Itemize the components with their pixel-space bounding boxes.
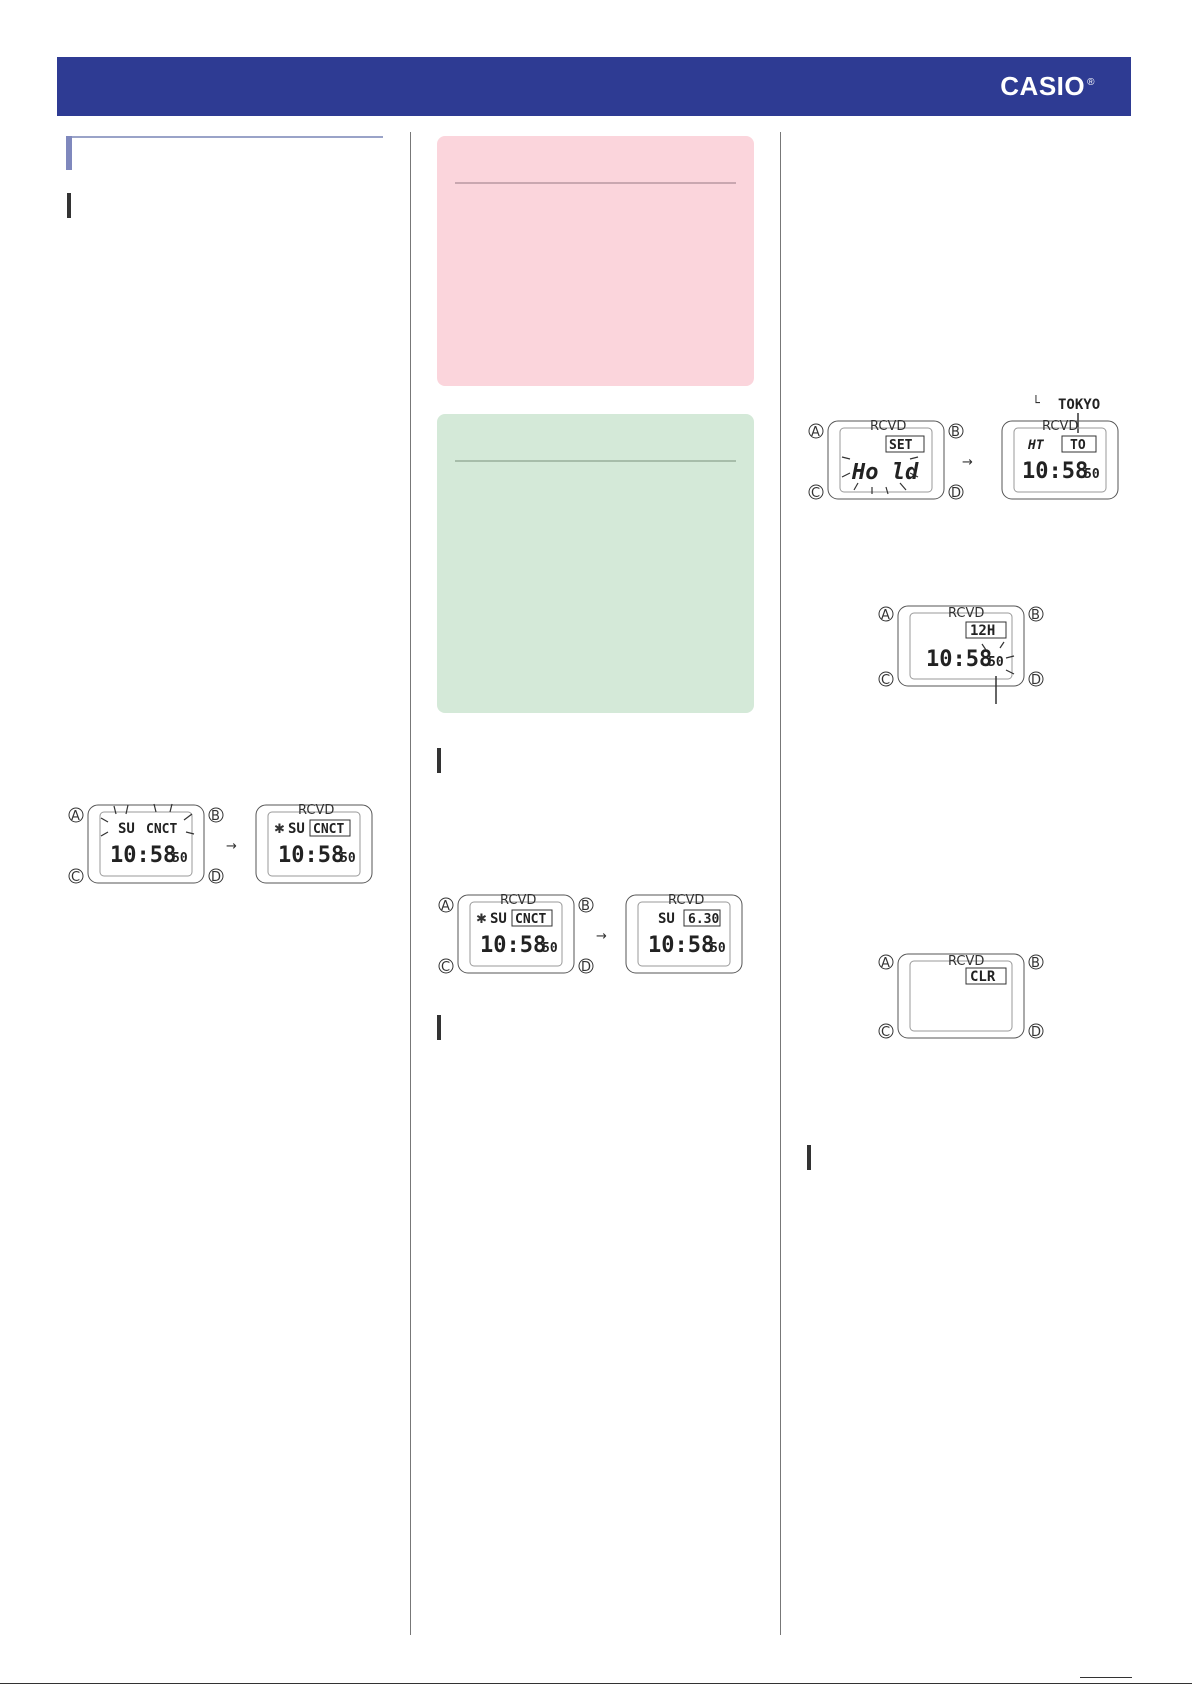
button-c-label: C [811,486,820,501]
rcvd-indicator: RCVD [500,893,536,908]
watch-seconds-display: 50 [710,941,726,956]
section-title-rule [66,136,383,138]
watch-day-display: SU [658,911,675,927]
watch-diagram-connect: A C B D SU CNCT 10:58 50 → RCVD ✱ SU CNC… [68,803,373,885]
button-b-label: B [581,899,590,914]
watch-diagram-receive: A C B D RCVD ✱ SU CNCT 10:58 50 → RCVD S… [438,893,743,975]
subheading-marker [437,748,441,773]
important-note-box [437,136,754,386]
note-divider [455,182,736,184]
watch-format-display: 12H [970,623,995,639]
rcvd-indicator: RCVD [298,803,334,818]
button-a-label: A [441,899,450,914]
watch-time-display: 10:58 [480,933,546,958]
watch-connecting: A C B D SU CNCT 10:58 50 [68,803,224,885]
watch-time-display: 10:58 [926,647,992,672]
subheading-marker [807,1145,811,1170]
bluetooth-icon: ✱ [476,912,487,927]
footer-tick [1080,1677,1132,1678]
button-c-label: C [881,1025,890,1040]
button-c-label: C [441,960,450,975]
footer-rule [0,1683,1192,1684]
bluetooth-icon: ✱ [274,822,285,837]
arrow-icon: → [962,455,973,470]
button-d-label: D [211,870,221,885]
watch-hold-display: Ho ld [851,460,919,485]
flash-rays [981,641,1015,675]
watch-received: RCVD SU 6.30 10:58 50 [625,893,743,974]
arrow-icon: → [226,839,237,854]
watch-day-display: SU [118,821,135,837]
button-d-label: D [951,486,961,501]
button-d-label: D [1031,1025,1041,1040]
rcvd-indicator: RCVD [668,893,704,908]
watch-diagram-clear: A C B D RCVD CLR [878,953,1044,1040]
note-box [437,414,754,713]
watch-diagram-12h: A C B D RCVD 12H 10:58 50 [878,605,1044,704]
column-divider-left [410,132,411,1635]
watch-seconds-display: 50 [542,941,558,956]
watch-mode-display: CNCT [515,912,546,927]
note-divider [455,460,736,462]
city-callout: TOKYO [1058,397,1100,413]
button-c-label: C [881,673,890,688]
watch-time-display: 10:58 [110,843,176,868]
callout-bracket: └ [1032,395,1040,411]
watch-hometime-display: HT [1027,438,1045,453]
button-a-label: A [881,956,890,971]
watch-clear-display: CLR [970,969,996,985]
button-a-label: A [71,809,80,824]
watch-time-display: 10:58 [278,843,344,868]
button-d-label: D [1031,673,1041,688]
watch-city-display: TO [1070,438,1086,453]
watch-day-display: SU [490,911,507,927]
rcvd-indicator: RCVD [948,606,984,621]
watch-seconds-display: 50 [340,851,356,866]
header-bar: CASIO ® [57,57,1131,116]
button-b-label: B [1031,608,1040,623]
rcvd-indicator: RCVD [1042,419,1078,434]
watch-mode-display: CNCT [146,822,177,837]
column-divider-right [780,132,781,1635]
watch-seconds-display: 50 [1084,467,1100,482]
button-b-label: B [1031,956,1040,971]
arrow-icon: → [596,929,607,944]
button-d-label: D [581,960,591,975]
watch-hold: A C B D RCVD SET Ho ld [808,419,964,501]
button-a-label: A [881,608,890,623]
watch-day-display: SU [288,821,305,837]
watch-diagram-hold: A C B D RCVD SET Ho ld → └ TOKYO RCVD HT… [808,395,1119,501]
flash-rays [841,456,919,495]
flash-rays [100,803,195,837]
watch-mode-display: CNCT [313,822,344,837]
watch-seconds-display: 50 [172,851,188,866]
watch-connected: A C B D RCVD ✱ SU CNCT 10:58 50 [438,893,594,975]
subheading-marker [437,1015,441,1040]
watch-time-display: 10:58 [648,933,714,958]
rcvd-indicator: RCVD [948,954,984,969]
button-b-label: B [951,425,960,440]
watch-date-display: 6.30 [688,912,719,927]
button-c-label: C [71,870,80,885]
casio-logo: CASIO ® [1000,71,1095,101]
watch-hometime: └ TOKYO RCVD HT TO 10:58 50 [1001,395,1119,500]
rcvd-indicator: RCVD [870,419,906,434]
watch-connected: RCVD ✱ SU CNCT 10:58 50 [255,803,373,884]
watch-seconds-display: 50 [988,655,1004,670]
button-a-label: A [811,425,820,440]
watch-mode-display: SET [889,438,913,453]
button-b-label: B [211,809,220,824]
watch-time-display: 10:58 [1022,459,1088,484]
section-title-tab [66,136,72,170]
subheading-marker [67,193,71,218]
